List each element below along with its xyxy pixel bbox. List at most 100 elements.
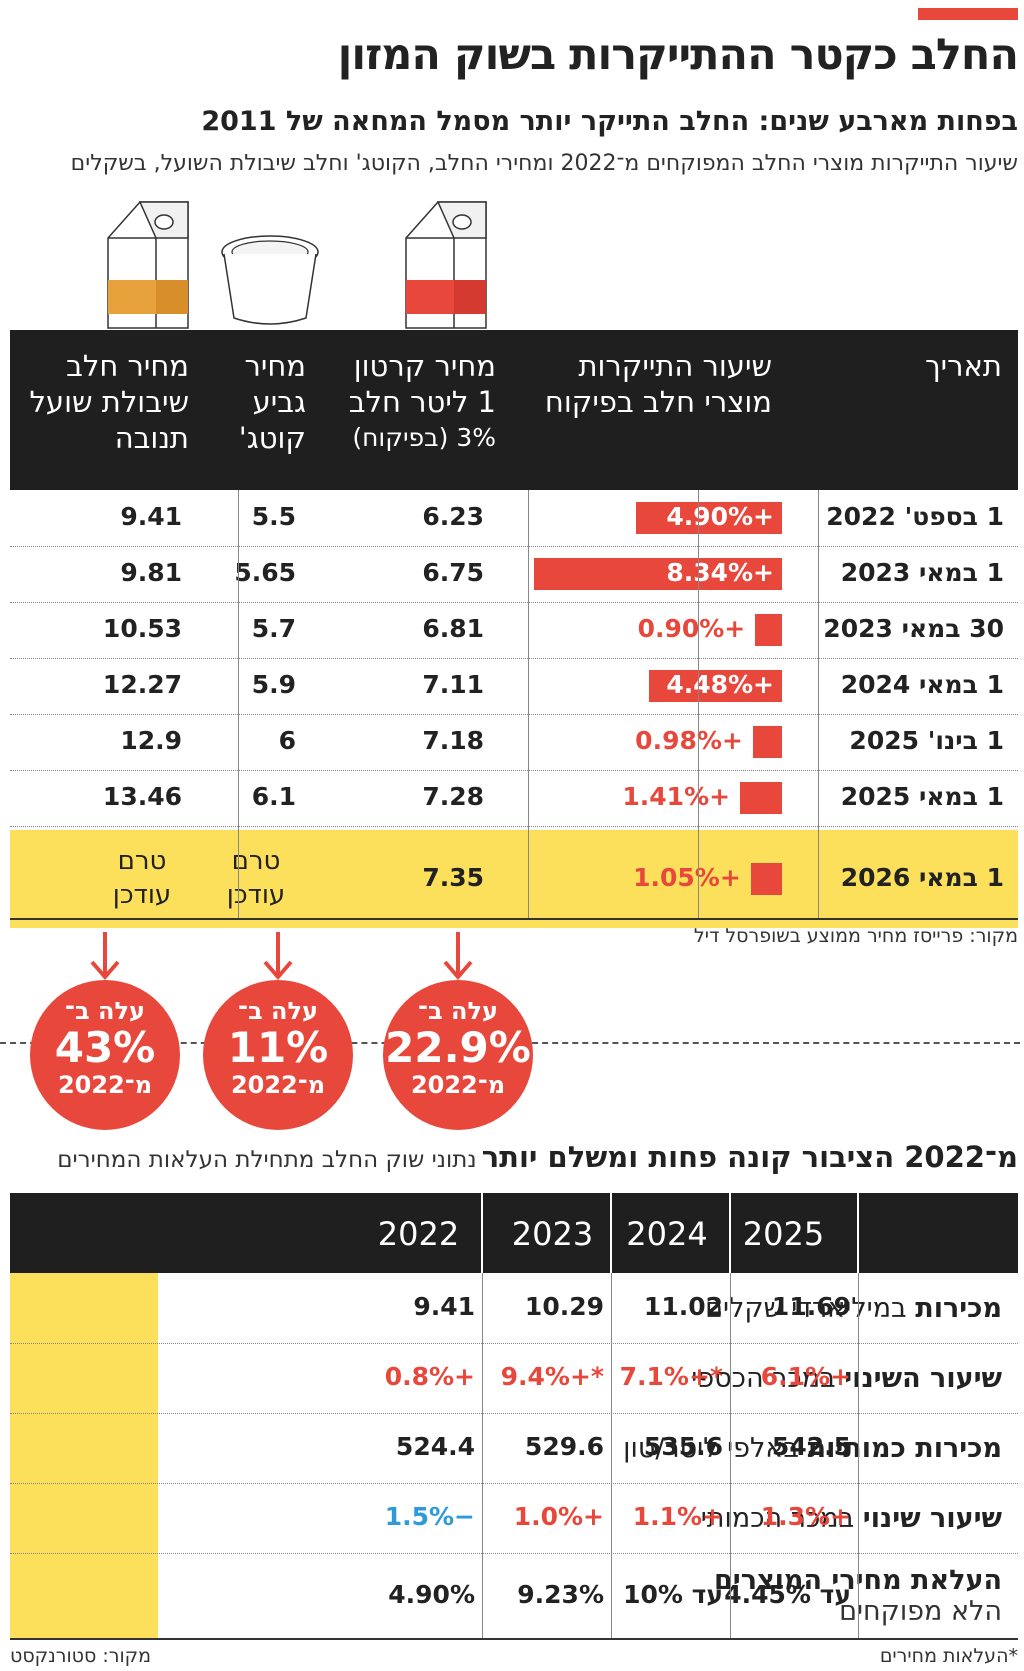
row-divider xyxy=(10,1343,1018,1344)
metric-value: +6.1% xyxy=(760,1362,851,1391)
cottage-cheese-cup-icon xyxy=(221,235,319,325)
metric-label: מכירות במיליארדי שקלים xyxy=(705,1293,1002,1324)
metric-label: מכירות כמותיות באלפי ליטר/טון xyxy=(623,1433,1002,1464)
cottage-price: 6 xyxy=(278,726,296,755)
year-header: 2025 xyxy=(742,1215,825,1253)
down-arrow-icon xyxy=(262,932,294,982)
metric-value: +1.0% xyxy=(513,1502,604,1531)
column-divider xyxy=(858,1273,859,1638)
oat-price: 12.27 xyxy=(102,670,182,699)
oat-milk-carton-icon xyxy=(107,201,189,329)
metric-value: *+7.1% xyxy=(619,1362,723,1391)
metric-value: 11.69 xyxy=(771,1292,851,1321)
metric-value: 535.6 xyxy=(643,1432,723,1461)
row-date: 30 במאי 2023 xyxy=(823,614,1004,643)
cottage-price: 6.1 xyxy=(251,782,296,811)
cottage-price: 5.9 xyxy=(251,670,296,699)
row-divider xyxy=(10,602,1018,603)
table2-bottom-border xyxy=(10,1638,1018,1640)
milk-price: 6.75 xyxy=(422,558,484,587)
rate-bar xyxy=(534,558,782,590)
row-divider xyxy=(10,1553,1018,1554)
row-divider xyxy=(10,546,1018,547)
rate-label: +1.05% xyxy=(633,863,741,892)
year-header: 2023 xyxy=(511,1215,594,1253)
metric-value: 9.41 xyxy=(413,1292,475,1321)
metric-value: *+9.4% xyxy=(500,1362,604,1391)
column-divider xyxy=(611,1273,612,1638)
metric-label: שיעור שינוי במכר הכמותי xyxy=(700,1503,1002,1534)
rate-label: +8.34% xyxy=(666,558,774,587)
table1-source: מקור: פרייסז מחיר ממוצע בשופרסל דיל xyxy=(693,925,1018,947)
highlight-column-2025 xyxy=(10,1273,158,1638)
down-arrow-icon xyxy=(89,932,121,982)
row-date: 1 בספט' 2022 xyxy=(826,502,1004,531)
cottage-price: 5.5 xyxy=(251,502,296,531)
header-milk-price: מחיר קרטון 1 ליטר חלב 3% (בפיקוח) xyxy=(348,349,496,452)
metric-value: 9.23% xyxy=(517,1579,604,1609)
metric-value: 529.6 xyxy=(524,1432,604,1461)
milk-price: 7.11 xyxy=(422,670,484,699)
column-divider xyxy=(818,490,819,920)
metric-value: +1.3% xyxy=(760,1502,851,1531)
row-divider xyxy=(10,1413,1018,1414)
header-divider xyxy=(610,1193,612,1273)
metric-value: −1.5% xyxy=(384,1502,475,1531)
oat-price: 13.46 xyxy=(102,782,182,811)
table2-source: מקור: סטורנקסט xyxy=(10,1645,152,1667)
rate-bar xyxy=(648,670,782,702)
page-description: שיעור התייקרות מוצרי החלב המפוקחים מ־202… xyxy=(70,151,1018,176)
milk-price: 7.18 xyxy=(422,726,484,755)
column-divider xyxy=(482,1273,483,1638)
row-date: 1 במאי 2026 xyxy=(840,863,1004,892)
metric-value: 10.29 xyxy=(524,1292,604,1321)
row-date: 1 במאי 2025 xyxy=(840,782,1004,811)
metric-value: +1.1% xyxy=(632,1502,723,1531)
row-date: 1 במאי 2023 xyxy=(840,558,1004,587)
header-date: תאריך xyxy=(925,349,1002,383)
row-date: 1 בינו' 2025 xyxy=(849,726,1004,755)
row-divider xyxy=(10,714,1018,715)
metric-value: 524.4 xyxy=(395,1432,475,1461)
increase-circle: עלה ב־ 22.9% מ־2022 xyxy=(383,980,533,1130)
cottage-price: טרם עודכן xyxy=(226,846,286,910)
rate-bar xyxy=(755,614,782,646)
section2-title: מ־2022 הציבור קונה פחות ומשלם יותר xyxy=(481,1140,1018,1174)
rate-label: +0.98% xyxy=(635,726,743,755)
row-divider xyxy=(10,1483,1018,1484)
table1-header xyxy=(10,330,1018,490)
column-divider xyxy=(730,1273,731,1638)
column-divider xyxy=(238,490,239,920)
highlight-row xyxy=(10,830,1018,928)
page-subtitle: בפחות מארבע שנים: החלב התייקר יותר מסמל … xyxy=(201,106,1018,137)
section2-title-line: מ־2022 הציבור קונה פחות ומשלם יותר נתוני… xyxy=(57,1140,1018,1174)
rate-label: +4.90% xyxy=(666,502,774,531)
section2-title-note: נתוני שוק החלב מתחילת העלאות המחירים xyxy=(57,1147,477,1173)
metric-value: 11.02 xyxy=(643,1292,723,1321)
metric-label: שיעור השינוי במכר הכספי xyxy=(691,1363,1002,1394)
cottage-price: 5.65 xyxy=(234,558,296,587)
oat-price: טרם עודכן xyxy=(112,846,172,910)
milk-price: 6.81 xyxy=(422,614,484,643)
page-title: החלב כקטר ההתייקרות בשוק המזון xyxy=(337,30,1019,80)
rate-label: +1.41% xyxy=(622,782,731,811)
column-divider xyxy=(698,490,699,920)
header-divider xyxy=(481,1193,483,1273)
milk-price: 6.23 xyxy=(422,502,484,531)
oat-price: 9.81 xyxy=(120,558,182,587)
column-divider xyxy=(528,490,529,920)
oat-price: 12.9 xyxy=(120,726,182,755)
rate-bar xyxy=(636,502,782,534)
increase-circle: עלה ב־ 11% מ־2022 xyxy=(203,980,353,1130)
milk-carton-icon xyxy=(405,201,487,329)
milk-price: 7.28 xyxy=(422,782,484,811)
rate-bar xyxy=(752,726,782,758)
header-cottage-price: מחיר גביע קוטג' xyxy=(238,349,306,455)
row-divider xyxy=(10,658,1018,659)
header-divider xyxy=(729,1193,731,1273)
metric-value: 4.90% xyxy=(388,1579,475,1609)
metric-value: עד 10% xyxy=(623,1579,723,1609)
cottage-price: 5.7 xyxy=(251,614,296,643)
header-oat-price: מחיר חלב שיבולת שועל תנובה xyxy=(29,349,189,455)
year-header: 2022 xyxy=(377,1215,460,1253)
